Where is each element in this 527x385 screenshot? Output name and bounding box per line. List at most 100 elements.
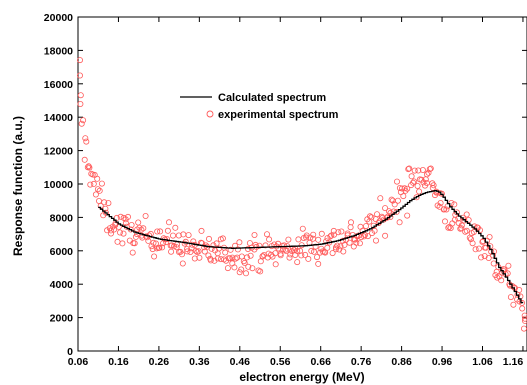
- experimental-point: [505, 262, 512, 269]
- experimental-point: [467, 236, 474, 243]
- experimental-point: [266, 236, 273, 243]
- experimental-point: [108, 230, 115, 237]
- experimental-point: [446, 223, 453, 230]
- experimental-point: [366, 213, 373, 220]
- experimental-point: [119, 240, 126, 247]
- experimental-point: [302, 251, 309, 258]
- experimental-point: [122, 219, 129, 226]
- experimental-point: [126, 237, 133, 244]
- experimental-point: [159, 244, 166, 251]
- experimental-point: [463, 227, 470, 234]
- experimental-point: [154, 228, 161, 235]
- experimental-point: [472, 246, 479, 253]
- experimental-point: [415, 167, 422, 174]
- experimental-point: [519, 305, 526, 312]
- experimental-point: [350, 243, 357, 250]
- experimental-point: [419, 166, 426, 173]
- experimental-point: [394, 197, 401, 204]
- experimental-point: [183, 245, 190, 252]
- experimental-point: [135, 219, 142, 226]
- experimental-point: [257, 268, 264, 275]
- experimental-point: [522, 315, 527, 322]
- experimental-point: [156, 244, 163, 251]
- experimental-point: [187, 248, 194, 255]
- experimental-point: [241, 259, 248, 266]
- experimental-point: [400, 193, 407, 200]
- legend: Calculated spectrum experimental spectru…: [180, 92, 339, 121]
- experimental-point: [478, 254, 485, 261]
- legend-label-calculated: Calculated spectrum: [218, 92, 326, 104]
- experimental-point: [136, 224, 143, 231]
- experimental-point: [132, 233, 139, 240]
- experimental-point: [80, 117, 87, 124]
- experimental-point: [338, 228, 345, 235]
- experimental-point: [138, 226, 145, 233]
- experimental-point: [347, 219, 354, 226]
- experimental-point: [410, 179, 417, 186]
- experimental-point: [77, 92, 84, 99]
- experimental-point: [388, 196, 395, 203]
- experimental-point: [312, 243, 319, 250]
- experimental-point: [372, 237, 379, 244]
- experimental-point: [393, 208, 400, 215]
- experimental-point: [451, 201, 458, 208]
- experimental-point: [347, 224, 354, 231]
- experimental-point: [401, 185, 408, 192]
- experimental-point: [352, 236, 359, 243]
- experimental-point: [463, 211, 470, 218]
- experimental-point: [423, 171, 430, 178]
- experimental-point: [165, 219, 172, 226]
- experimental-point: [195, 248, 202, 255]
- experimental-point: [521, 325, 527, 332]
- experimental-point: [377, 195, 384, 202]
- experimental-point: [129, 249, 136, 256]
- experimental-point: [356, 240, 363, 247]
- experimental-point: [445, 224, 452, 231]
- experimental-point: [465, 216, 472, 223]
- experimental-point: [322, 249, 329, 256]
- experimental-point: [443, 206, 450, 213]
- experimental-point: [263, 231, 270, 238]
- axis-ticks: 0.06 0.16 0.26 0.36 0.46 0.56 0.66 0.76 0.86 0.96…: [44, 12, 527, 368]
- x-tick-label: 0.76: [351, 356, 372, 368]
- experimental-point: [131, 240, 138, 247]
- experimental-point: [262, 242, 269, 249]
- experimental-point: [227, 246, 234, 253]
- experimental-point: [205, 252, 212, 259]
- experimental-point: [191, 255, 198, 262]
- experimental-point: [315, 260, 322, 267]
- experimental-point: [486, 233, 493, 240]
- experimental-point: [96, 197, 103, 204]
- experimental-point: [92, 191, 99, 198]
- experimental-point: [196, 254, 203, 261]
- experimental-point: [371, 227, 378, 234]
- experimental-point: [489, 252, 496, 259]
- x-tick-label: 0.86: [391, 356, 412, 368]
- experimental-point: [436, 203, 443, 210]
- experimental-point: [385, 208, 392, 215]
- experimental-point: [78, 120, 85, 127]
- experimental-point: [297, 247, 304, 254]
- experimental-point: [332, 244, 339, 251]
- experimental-point: [114, 238, 121, 245]
- experimental-point: [217, 256, 224, 263]
- experimental-point: [507, 294, 514, 301]
- experimental-point: [285, 236, 292, 243]
- y-tick-label: 6000: [50, 246, 74, 258]
- experimental-point: [247, 252, 254, 259]
- experimental-point: [393, 178, 400, 185]
- experimental-point: [245, 263, 252, 270]
- x-tick-label: 0.46: [230, 356, 251, 368]
- experimental-point: [188, 245, 195, 252]
- experimental-point: [157, 228, 164, 235]
- experimental-point: [516, 286, 523, 293]
- experimental-point: [94, 175, 101, 182]
- experimental-point: [231, 264, 238, 271]
- x-tick-label: 1.06: [472, 356, 493, 368]
- experimental-point: [224, 265, 231, 272]
- experimental-point: [437, 199, 444, 206]
- experimental-point: [501, 266, 508, 273]
- experimental-point: [414, 182, 421, 189]
- experimental-point: [77, 101, 84, 108]
- y-tick-label: 10000: [44, 179, 73, 191]
